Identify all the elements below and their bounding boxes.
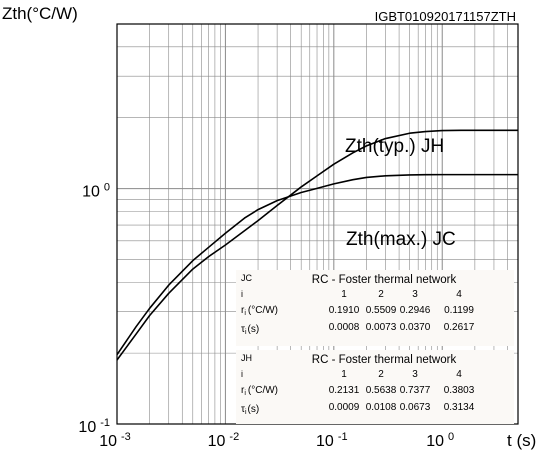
x-tick-label: 10 0 xyxy=(426,431,454,450)
table-index-cell: 1 xyxy=(341,289,347,300)
table-tau-cell: 0.0370 xyxy=(400,322,431,333)
table-title: RC - Foster thermal network xyxy=(312,354,457,366)
tick-exponent: -3 xyxy=(121,431,131,443)
table-index-label: i xyxy=(241,369,243,379)
tau-subscript: i xyxy=(245,409,247,416)
tau-unit: (s) xyxy=(248,404,260,415)
table-r-cell: 0.1199 xyxy=(444,305,474,316)
table-index-cell: 3 xyxy=(412,289,418,300)
chart-id-label: IGBT010920171157ZTH xyxy=(375,9,516,24)
tick-labels: 10 -3 10 -2 10 -1 10 010 010 -1 xyxy=(78,182,454,450)
series-line-0 xyxy=(116,129,518,361)
table-r-cell: 0.7377 xyxy=(400,385,431,396)
tick-base: 10 xyxy=(426,433,444,450)
table-tau-cell: 0.0673 xyxy=(400,402,431,413)
r-unit: (°C/W) xyxy=(248,385,278,396)
tau-symbol: τ xyxy=(241,324,245,335)
table-tau-label: τi(s) xyxy=(241,324,259,336)
r-subscript: i xyxy=(244,310,246,317)
r-symbol: r xyxy=(241,385,245,396)
table-tau-cell: 0.3134 xyxy=(444,402,475,413)
table-r-cell: 0.3803 xyxy=(444,385,475,396)
tick-exponent: -2 xyxy=(229,431,239,443)
curve-annotations: Zth(typ.) JH Zth(max.) JC xyxy=(345,136,456,250)
table-tau-cell: 0.2617 xyxy=(444,322,475,333)
table-r-cell: 0.2946 xyxy=(400,305,431,316)
table-index-cell: 2 xyxy=(378,289,384,300)
tau-subscript: i xyxy=(245,329,247,336)
x-tick-label: 10 -2 xyxy=(208,431,240,450)
table-r-label: ri (°C/W) xyxy=(241,305,278,317)
table-tau-cell: 0.0008 xyxy=(329,322,360,333)
table-background xyxy=(236,350,514,424)
table-index-cell: 4 xyxy=(456,369,462,380)
table-r-label: ri (°C/W) xyxy=(241,385,278,397)
tick-base: 10 xyxy=(316,433,334,450)
table-background xyxy=(236,270,514,346)
tick-base: 10 xyxy=(99,433,117,450)
table-tag: JC xyxy=(241,273,253,283)
table-r-cell: 0.1910 xyxy=(329,305,360,316)
series-line-1 xyxy=(116,173,518,356)
tick-exponent: -1 xyxy=(100,417,110,429)
table-tag: JH xyxy=(241,353,252,363)
tau-unit: (s) xyxy=(248,324,260,335)
x-tick-label: 10 -1 xyxy=(316,431,348,450)
tick-base: 10 xyxy=(78,419,96,436)
table-r-cell: 0.5638 xyxy=(366,385,397,396)
tick-base: 10 xyxy=(208,433,226,450)
r-unit: (°C/W) xyxy=(248,305,278,316)
tau-symbol: τ xyxy=(241,404,245,415)
table-title: RC - Foster thermal network xyxy=(312,274,457,286)
x-axis-label: t (s) xyxy=(507,431,536,450)
tick-exponent: -1 xyxy=(338,431,348,443)
table-r-cell: 0.2131 xyxy=(329,385,360,396)
curve-annotation: Zth(max.) JC xyxy=(346,229,456,250)
curve-annotation: Zth(typ.) JH xyxy=(345,136,444,157)
table-tau-cell: 0.0009 xyxy=(329,402,360,413)
y-tick-label: 10 -1 xyxy=(78,417,110,436)
y-tick-label: 10 0 xyxy=(82,182,110,201)
tick-exponent: 0 xyxy=(448,431,454,443)
table-index-cell: 3 xyxy=(412,369,418,380)
table-tau-label: τi(s) xyxy=(241,404,259,416)
r-symbol: r xyxy=(241,305,245,316)
table-r-cell: 0.5509 xyxy=(366,305,397,316)
table-tau-cell: 0.0108 xyxy=(366,402,397,413)
tick-base: 10 xyxy=(82,184,100,201)
y-axis-label: Zth(°C/W) xyxy=(2,4,78,23)
tick-exponent: 0 xyxy=(104,182,110,194)
table-tau-cell: 0.0073 xyxy=(366,322,397,333)
r-subscript: i xyxy=(244,390,246,397)
x-tick-label: 10 -3 xyxy=(99,431,131,450)
table-index-cell: 2 xyxy=(378,369,384,380)
table-index-cell: 4 xyxy=(456,289,462,300)
table-index-label: i xyxy=(241,289,243,299)
table-index-cell: 1 xyxy=(341,369,347,380)
curves xyxy=(116,129,518,361)
